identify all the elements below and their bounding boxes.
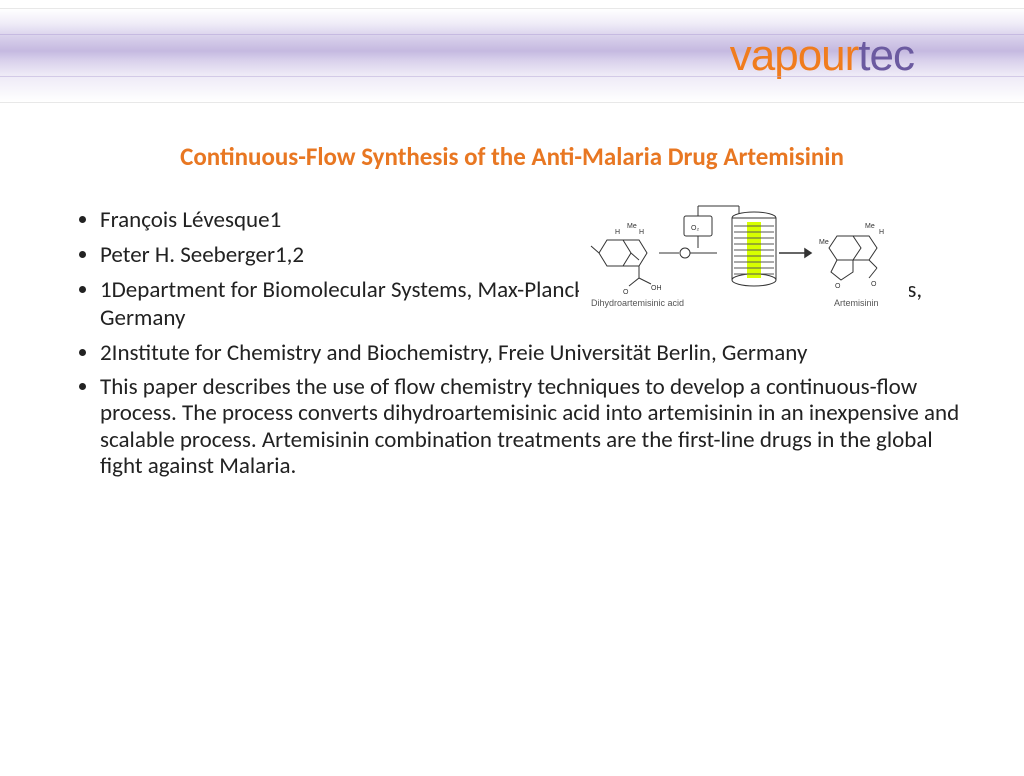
slide-title: Continuous-Flow Synthesis of the Anti-Ma…: [60, 141, 964, 172]
o2-label: O₂: [691, 225, 699, 232]
left-mol-label: Dihydroartemisinic acid: [591, 298, 684, 308]
o-label-1: O: [623, 289, 629, 296]
header-band: vapourtec: [0, 8, 1024, 103]
list-item: This paper describes the use of flow che…: [100, 374, 964, 480]
right-mol-label: Artemisinin: [834, 298, 879, 308]
body-wrap: Me H H OH O Dihydroartemisinic acid O₂: [60, 206, 964, 480]
me-label-2: Me: [819, 239, 829, 246]
o-label-3: O: [871, 281, 877, 288]
reaction-figure: Me H H OH O Dihydroartemisinic acid O₂: [579, 198, 909, 318]
h-label-2: H: [615, 229, 620, 236]
h-label-3: H: [879, 229, 884, 236]
oh-label: OH: [651, 285, 662, 292]
slide-content: Continuous-Flow Synthesis of the Anti-Ma…: [0, 103, 1024, 480]
o-label-2: O: [835, 283, 841, 290]
logo-part1: vapour: [730, 31, 859, 80]
me-label-1: Me: [627, 223, 637, 230]
me-label-3: Me: [865, 223, 875, 230]
h-label-1: H: [639, 229, 644, 236]
list-item: 2Institute for Chemistry and Biochemistr…: [100, 339, 964, 368]
logo: vapourtec: [730, 31, 914, 81]
logo-part2: tec: [858, 31, 914, 80]
reactor-icon: [732, 212, 776, 286]
